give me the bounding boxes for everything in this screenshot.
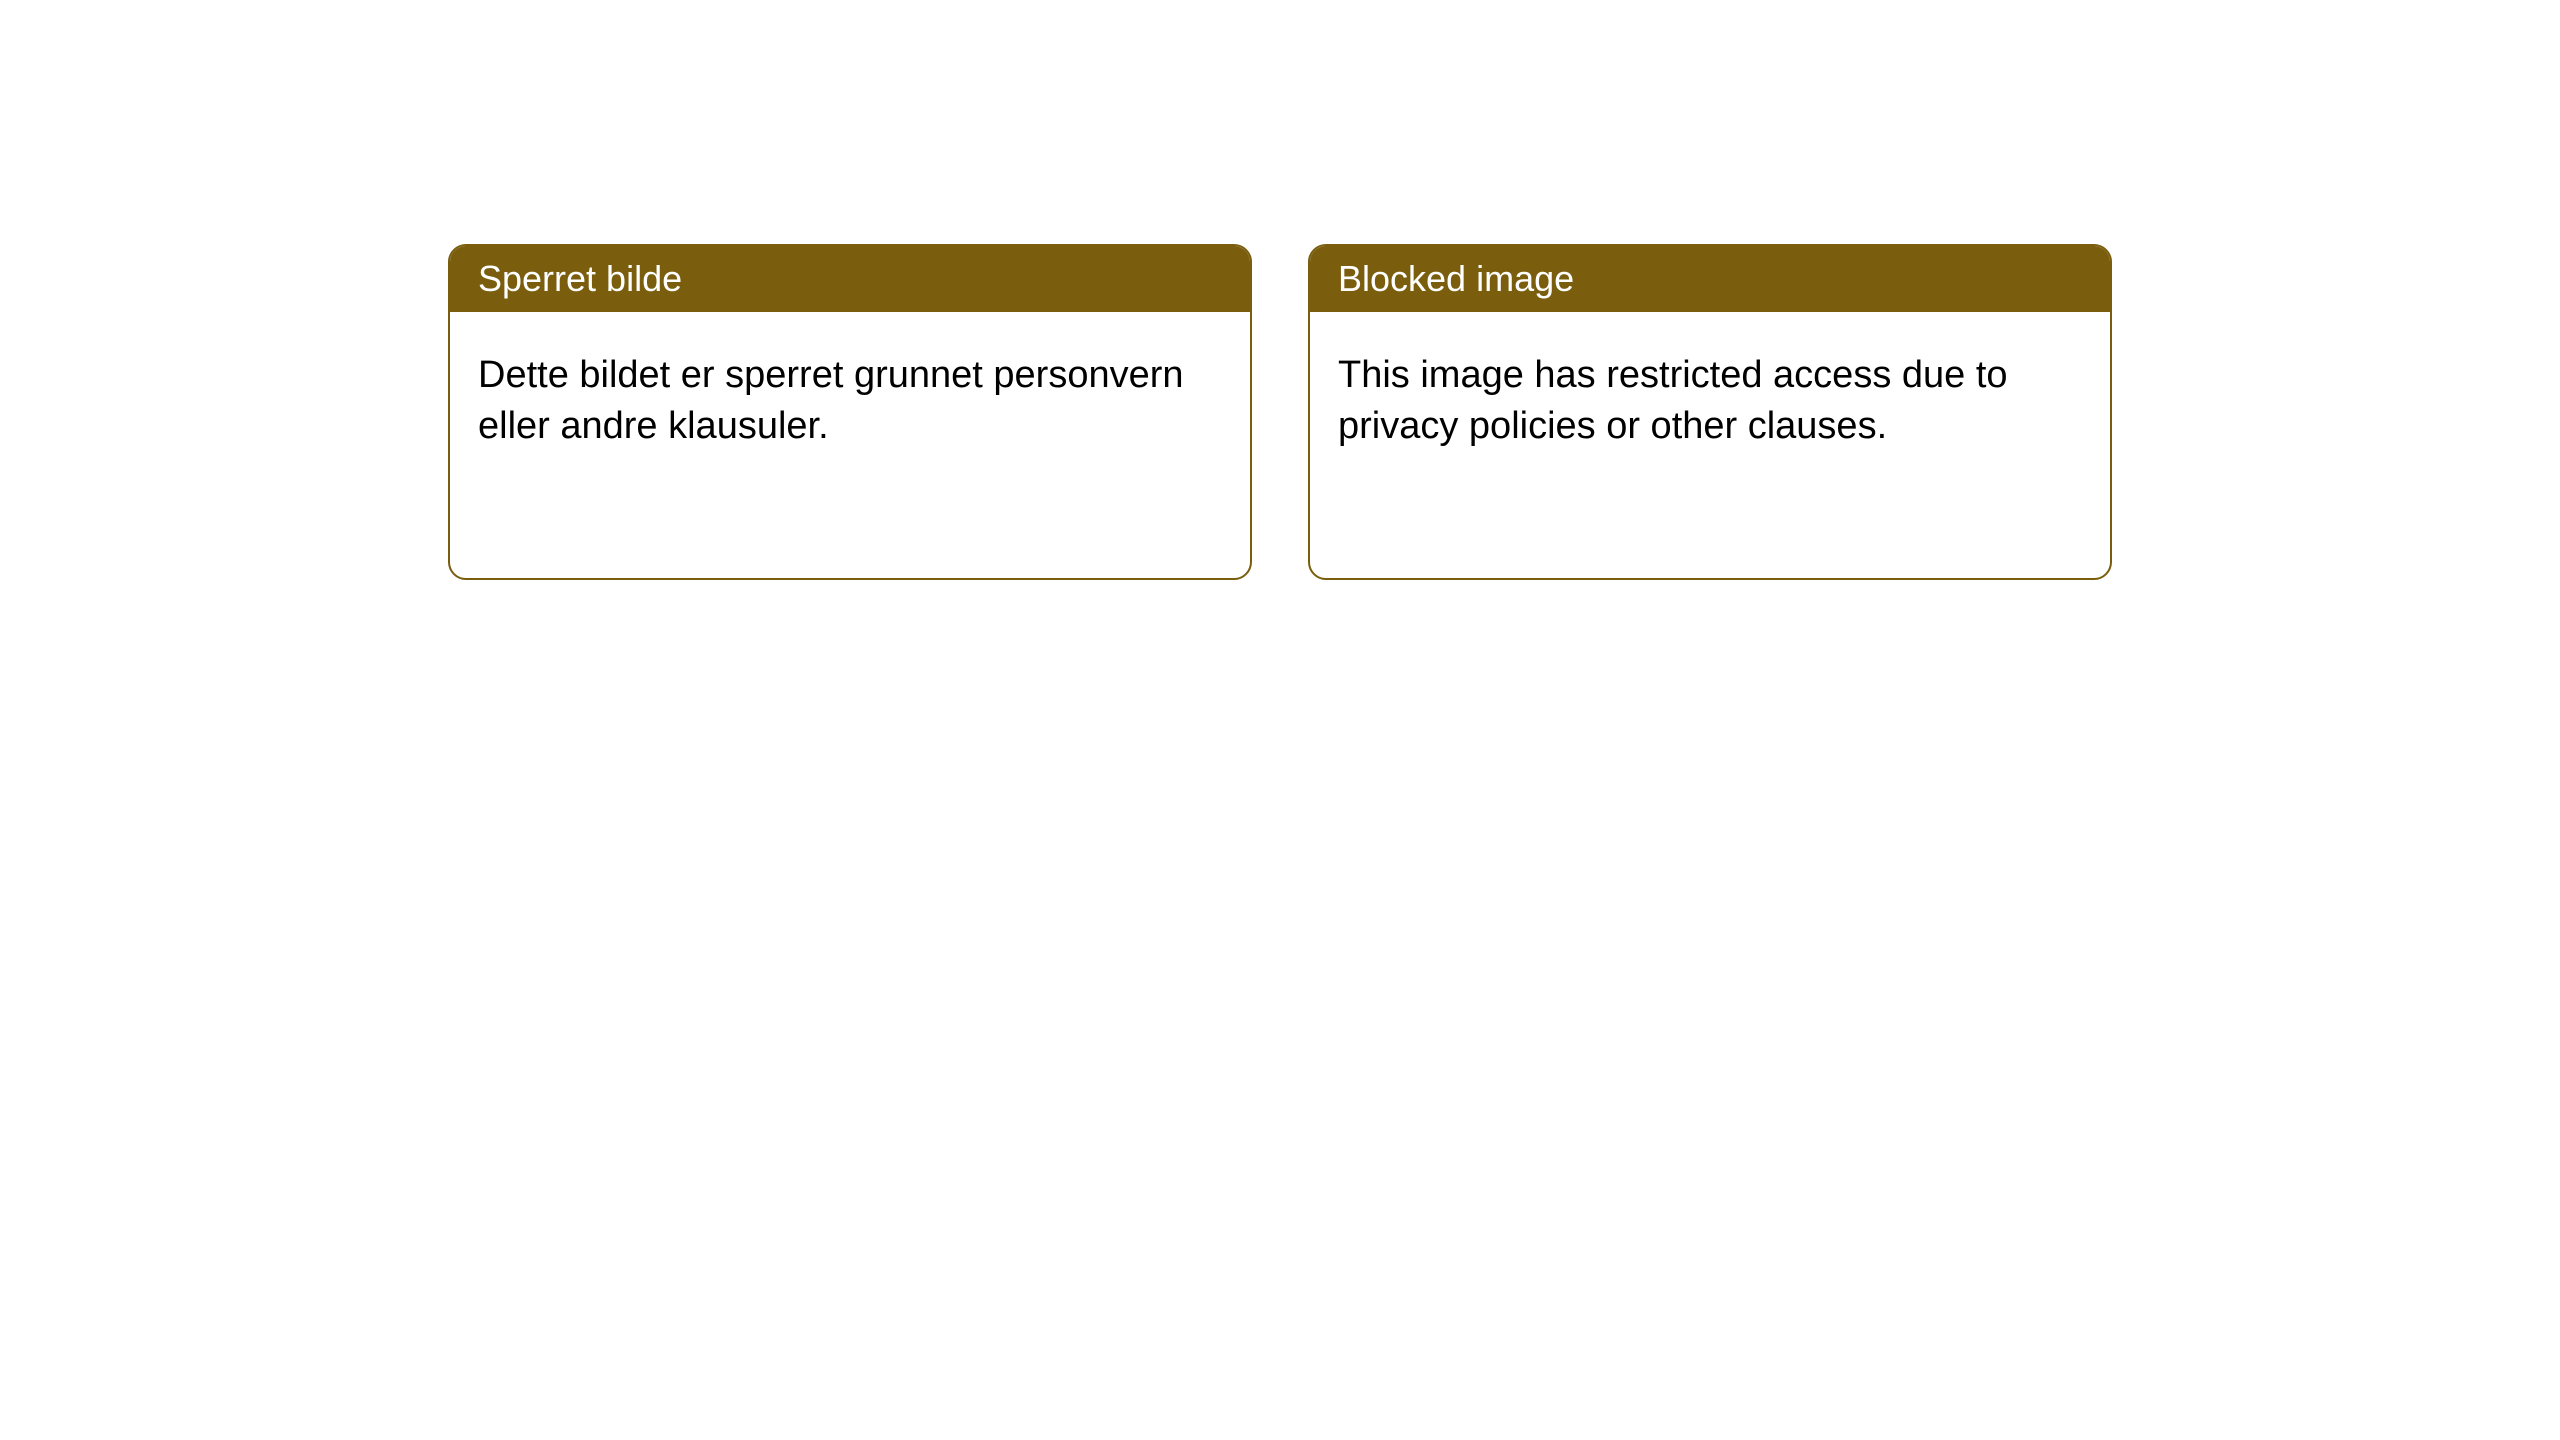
blocked-image-card-en: Blocked image This image has restricted … [1308, 244, 2112, 580]
card-body-no: Dette bildet er sperret grunnet personve… [450, 312, 1250, 491]
notice-container: Sperret bilde Dette bildet er sperret gr… [0, 0, 2560, 580]
card-header-en: Blocked image [1310, 246, 2110, 312]
blocked-image-card-no: Sperret bilde Dette bildet er sperret gr… [448, 244, 1252, 580]
card-body-en: This image has restricted access due to … [1310, 312, 2110, 491]
card-header-no: Sperret bilde [450, 246, 1250, 312]
